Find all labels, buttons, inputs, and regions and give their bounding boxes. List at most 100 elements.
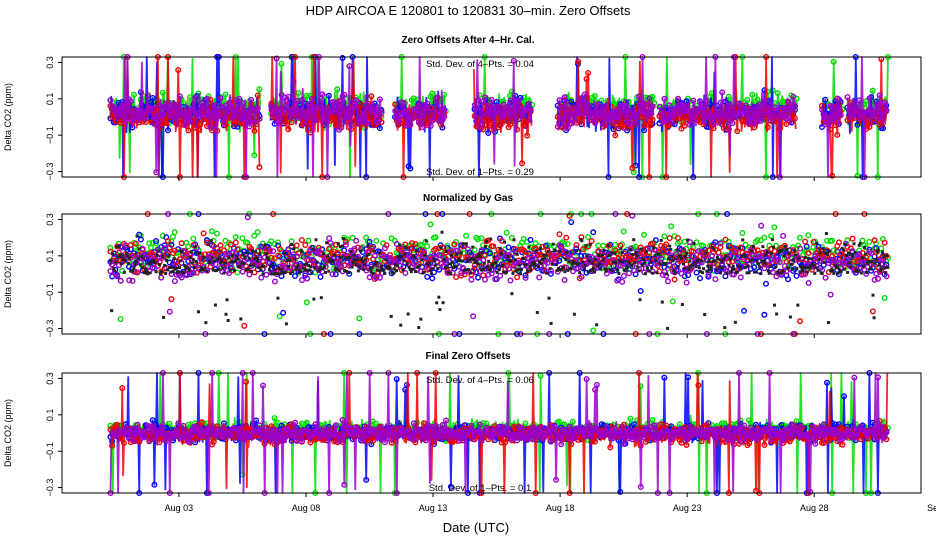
series-marker-5 xyxy=(439,246,443,250)
series-marker-5 xyxy=(726,246,730,250)
series-marker-4 xyxy=(695,248,702,255)
series-marker-5 xyxy=(873,261,877,265)
series-marker-5 xyxy=(415,248,419,252)
series-marker-1 xyxy=(478,235,485,242)
series-marker-3 xyxy=(722,236,729,243)
series-marker-5 xyxy=(731,264,735,268)
series-marker-5 xyxy=(849,265,853,269)
series-marker-5 xyxy=(835,264,839,268)
series-marker-1 xyxy=(152,240,159,247)
series-marker-4 xyxy=(305,101,312,108)
series-marker-5 xyxy=(867,260,871,264)
series-marker-5 xyxy=(795,267,799,271)
series-marker-3 xyxy=(829,172,836,179)
series-marker-4 xyxy=(629,107,636,114)
series-marker-5 xyxy=(180,250,184,254)
series-marker-2 xyxy=(136,231,143,238)
series-marker-5 xyxy=(713,259,717,263)
series-marker-5 xyxy=(544,253,548,257)
series-marker-1 xyxy=(668,223,675,230)
series-marker-1 xyxy=(251,232,258,239)
series-marker-5 xyxy=(464,242,468,246)
series-marker-5 xyxy=(769,251,773,255)
panel-1-x-axis xyxy=(178,177,815,181)
series-marker-4 xyxy=(492,109,499,116)
series-marker-5 xyxy=(642,261,646,265)
series-marker-4 xyxy=(664,115,671,122)
series-marker-1 xyxy=(432,234,439,241)
series-marker-1 xyxy=(590,327,597,334)
series-marker-2 xyxy=(475,274,482,281)
series-marker-5 xyxy=(449,272,453,276)
series-marker-4 xyxy=(397,111,404,118)
series-marker-4 xyxy=(563,98,570,105)
series-marker-5 xyxy=(492,255,496,259)
series-marker-5 xyxy=(631,253,635,257)
series-marker-5 xyxy=(156,249,160,253)
series-marker-5 xyxy=(154,270,158,274)
series-marker-4 xyxy=(132,107,139,114)
series-marker-4 xyxy=(109,261,116,268)
series-marker-4 xyxy=(307,107,314,114)
series-marker-2 xyxy=(429,275,436,282)
series-marker-5 xyxy=(712,247,716,251)
series-marker-5 xyxy=(886,265,890,269)
series-marker-5 xyxy=(590,261,594,265)
series-marker-5 xyxy=(635,254,639,258)
series-marker-4 xyxy=(737,274,744,281)
series-marker-4 xyxy=(234,104,241,111)
series-marker-5 xyxy=(704,251,708,255)
series-marker-5 xyxy=(308,268,312,272)
series-marker-5 xyxy=(518,272,522,276)
series-marker-1 xyxy=(829,237,836,244)
series-marker-5 xyxy=(846,270,850,274)
series-marker-4 xyxy=(210,115,217,122)
series-marker-5 xyxy=(404,246,408,250)
series-marker-4 xyxy=(832,117,839,124)
series-marker-4 xyxy=(883,107,890,114)
series-marker-5 xyxy=(372,249,376,253)
series-marker-5 xyxy=(314,238,318,242)
series-marker-5 xyxy=(205,269,209,273)
series-marker-4 xyxy=(395,117,402,124)
series-marker-4 xyxy=(766,97,773,104)
series-marker-4 xyxy=(409,115,416,122)
series-marker-5 xyxy=(434,263,438,267)
series-marker-5 xyxy=(645,266,649,270)
series-marker-3 xyxy=(522,118,529,125)
series-marker-1 xyxy=(186,94,193,101)
series-marker-4 xyxy=(509,112,516,119)
series-marker-1 xyxy=(681,238,688,245)
series-marker-4 xyxy=(510,57,517,64)
series-marker-5 xyxy=(127,261,131,265)
series-marker-5 xyxy=(714,268,718,272)
series-marker-5 xyxy=(196,310,200,314)
series-marker-5 xyxy=(133,262,137,266)
series-marker-1 xyxy=(564,240,571,247)
panel-1-title: Zero Offsets After 4–Hr. Cal. xyxy=(401,35,534,46)
series-marker-4 xyxy=(319,91,326,98)
series-marker-5 xyxy=(593,270,597,274)
series-marker-4 xyxy=(292,107,299,114)
series-marker-3 xyxy=(127,241,134,248)
series-marker-4 xyxy=(497,104,504,111)
series-marker-5 xyxy=(174,266,178,270)
series-marker-5 xyxy=(223,261,227,265)
series-marker-5 xyxy=(725,271,729,275)
series-marker-5 xyxy=(864,252,868,256)
series-marker-4 xyxy=(373,118,380,125)
series-marker-5 xyxy=(114,260,118,264)
series-marker-4 xyxy=(637,99,644,106)
series-marker-4 xyxy=(875,101,882,108)
series-marker-4 xyxy=(646,95,653,102)
series-marker-5 xyxy=(643,272,647,276)
series-marker-4 xyxy=(822,274,829,281)
series-marker-5 xyxy=(276,296,280,300)
series-marker-5 xyxy=(311,247,315,251)
series-marker-5 xyxy=(494,261,498,265)
series-marker-5 xyxy=(238,265,242,269)
series-marker-1 xyxy=(254,229,261,236)
series-marker-5 xyxy=(239,317,243,321)
series-marker-4 xyxy=(310,104,317,111)
